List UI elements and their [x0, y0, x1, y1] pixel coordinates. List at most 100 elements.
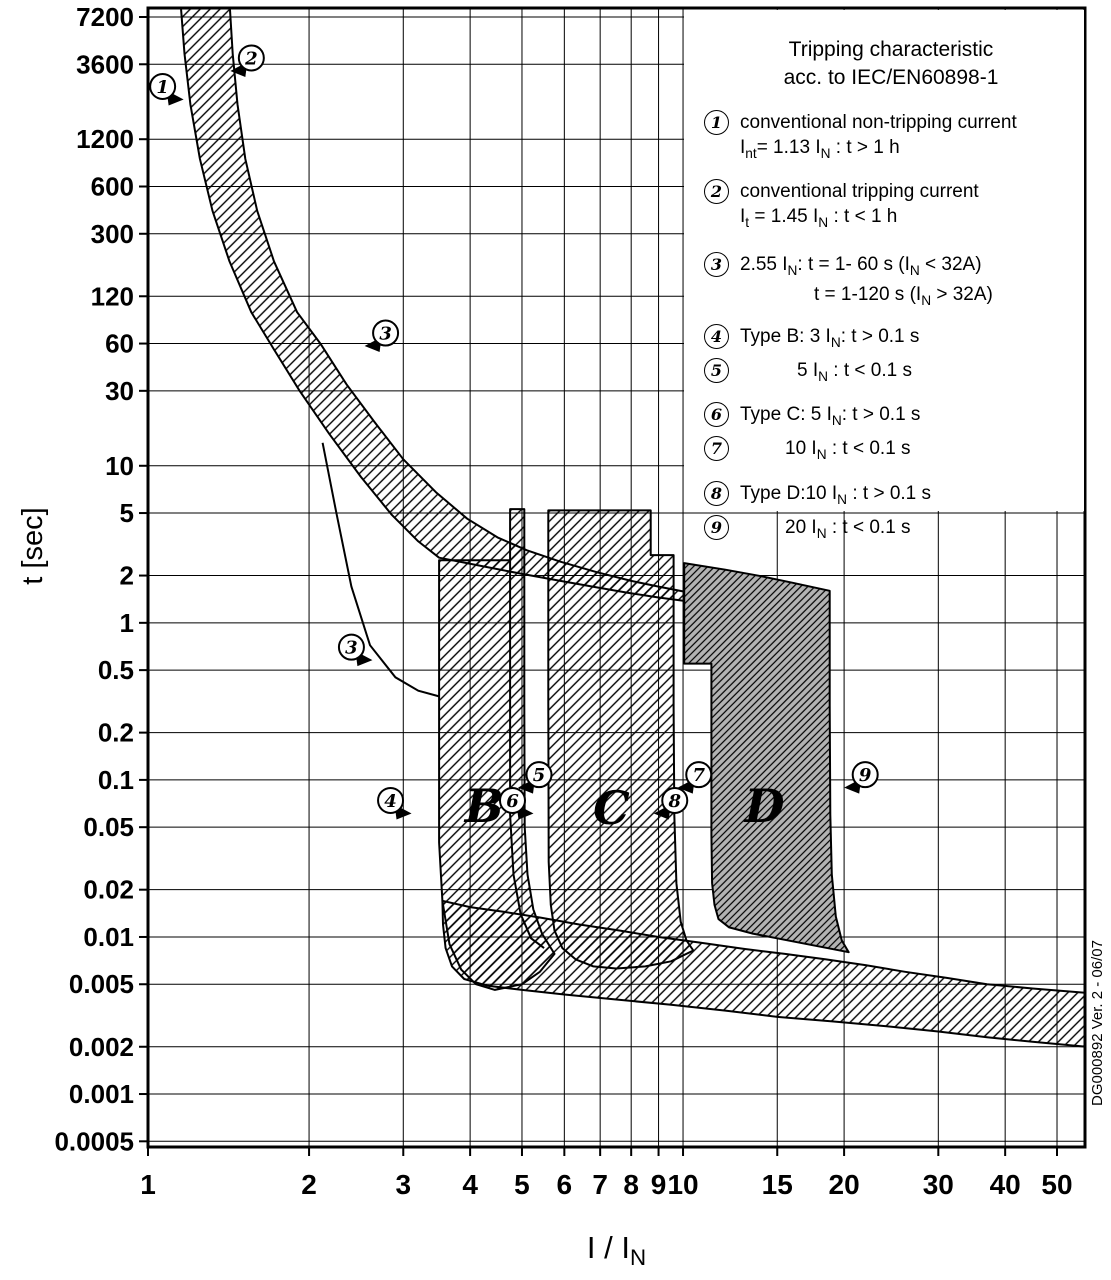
legend-text-3: 2.55 IN: t = 1- 60 s (IN < 32A) t = 1-12… — [740, 252, 993, 314]
legend-item-7-line1: 10 IN : t < 0.1 s — [785, 437, 911, 462]
y-tick-label: 0.01 — [83, 922, 134, 952]
y-tick-label: 3600 — [76, 49, 134, 79]
legend-number-4: 4 — [704, 324, 729, 350]
x-axis-title: I / IN — [586, 1230, 647, 1271]
legend-item-6: 6 Type C: 5 IN: t > 0.1 s — [704, 401, 1078, 433]
region-label-D: D — [743, 779, 785, 833]
legend-number-6: 6 — [704, 401, 729, 427]
marker-number: 9 — [859, 765, 872, 786]
y-tick-label: 1 — [120, 608, 134, 638]
legend-text-2: conventional tripping current It = 1.45 … — [740, 179, 979, 235]
x-tick-label: 3 — [395, 1169, 411, 1200]
legend-item-4-line1: Type B: 3 IN: t > 0.1 s — [740, 326, 920, 350]
y-tick-label: 5 — [120, 498, 134, 528]
legend-number-3: 3 — [704, 251, 729, 277]
plot-border — [146, 6, 1087, 1149]
marker-number: 3 — [379, 324, 392, 345]
y-tick-label: 7200 — [76, 2, 134, 32]
boundary-curves — [321, 442, 545, 949]
marker-circle — [337, 633, 365, 661]
y-tick-label: 0.002 — [69, 1032, 134, 1062]
marker-9: 9 — [844, 761, 879, 794]
y-tick-label: 600 — [91, 171, 134, 201]
legend-text-1: conventional non-tripping current Int= 1… — [740, 110, 1017, 166]
y-tick-label: 10 — [105, 451, 134, 481]
y-tick-label: 0.05 — [83, 812, 134, 842]
region-label-C: C — [593, 781, 630, 835]
marker-circle — [851, 761, 879, 789]
marker-number: 6 — [506, 791, 519, 812]
y-tick-label: 0.001 — [69, 1079, 134, 1109]
x-tick-label: 1 — [140, 1169, 156, 1200]
marker-number: 1 — [156, 77, 169, 98]
y-tick-label: 0.005 — [69, 969, 134, 999]
marker-number: 8 — [667, 791, 681, 812]
legend-item-6-line1: Type C: 5 IN: t > 0.1 s — [740, 403, 921, 428]
marker-circle — [525, 761, 553, 789]
legend-item-2-line1: conventional tripping current — [740, 180, 979, 202]
y-tick-label: 0.5 — [98, 655, 134, 685]
legend-item-5-line1: 5 IN : t < 0.1 s — [797, 359, 912, 384]
marker-number: 7 — [692, 765, 705, 786]
x-tick-label: 10 — [667, 1169, 698, 1200]
legend-box: Tripping characteristic acc. to IEC/EN60… — [684, 10, 1084, 541]
x-tick-label: 2 — [301, 1169, 317, 1200]
legend-item-2-line2: It = 1.45 IN : t < 1 h — [740, 205, 898, 230]
legend-title-line1: Tripping characteristic — [788, 38, 994, 61]
marker-2: 2 — [230, 44, 265, 77]
marker-number: 2 — [244, 48, 258, 69]
legend-number-9: 9 — [704, 515, 729, 541]
x-tick-label: 40 — [990, 1169, 1021, 1200]
marker-1: 1 — [149, 72, 184, 106]
marker-circle — [377, 786, 405, 814]
marker-6: 6 — [498, 786, 534, 820]
y-tick-label: 60 — [105, 329, 134, 359]
x-tick-label: 20 — [829, 1169, 860, 1200]
legend-item-7: 7 10 IN : t < 0.1 s — [704, 435, 1078, 467]
marker-number: 5 — [533, 765, 546, 786]
tripping-bands — [179, 8, 1085, 1048]
x-tick-label: 30 — [923, 1169, 954, 1200]
legend-item-8-line1: Type D:10 IN : t > 0.1 s — [740, 483, 932, 508]
legend-item-1-line1: conventional non-tripping current — [740, 112, 1017, 133]
x-tick-label: 8 — [623, 1169, 639, 1200]
marker-number: 3 — [345, 638, 358, 659]
legend-number-5: 5 — [704, 357, 729, 383]
x-tick-label: 5 — [514, 1169, 530, 1200]
region-label-B: B — [463, 779, 504, 833]
tick-labels: 7200360012006003001206030105210.50.20.10… — [54, 2, 1072, 1200]
legend-item-1: 1 conventional non-tripping current Int=… — [704, 110, 1078, 166]
marker-8: 8 — [653, 786, 689, 820]
legend-item-3-line2: t = 1-120 s (IN > 32A) — [814, 284, 993, 309]
x-tick-label: 15 — [762, 1169, 793, 1200]
legend-text-8: Type D:10 IN : t > 0.1 s — [740, 481, 931, 512]
legend-item-3: 3 2.55 IN: t = 1- 60 s (IN < 32A) t = 1-… — [704, 251, 1078, 314]
marker-circle — [372, 319, 400, 347]
legend-item-9: 9 20 IN : t < 0.1 s — [704, 515, 1078, 546]
legend-number-1: 1 — [704, 110, 729, 135]
legend-title: Tripping characteristic acc. to IEC/EN60… — [704, 36, 1078, 92]
marker-3: 3 — [364, 319, 400, 353]
marker-circle — [661, 786, 689, 814]
legend-item-9-line1: 20 IN : t < 0.1 s — [785, 517, 911, 541]
type-c-band — [547, 509, 695, 970]
marker-3: 3 — [337, 633, 373, 667]
y-tick-label: 0.0005 — [54, 1126, 134, 1156]
legend-text-7: 10 IN : t < 0.1 s — [740, 436, 911, 467]
marker-circle — [685, 761, 713, 789]
y-axis-title: t [sec] — [17, 507, 49, 585]
x-tick-label: 6 — [557, 1169, 573, 1200]
y-tick-label: 0.2 — [98, 718, 134, 748]
y-tick-label: 1200 — [76, 124, 134, 154]
y-tick-label: 300 — [91, 219, 134, 249]
legend-item-2: 2 conventional tripping current It = 1.4… — [704, 178, 1078, 235]
legend-item-8: 8 Type D:10 IN : t > 0.1 s — [704, 481, 1078, 512]
y-tick-label: 120 — [91, 281, 134, 311]
y-tick-label: 2 — [120, 561, 134, 591]
x-tick-label: 9 — [651, 1169, 667, 1200]
document-reference-note: DG000892 Ver. 2 - 06/07 — [1089, 940, 1106, 1106]
legend-text-6: Type C: 5 IN: t > 0.1 s — [740, 402, 920, 433]
y-tick-label: 0.02 — [83, 875, 134, 905]
